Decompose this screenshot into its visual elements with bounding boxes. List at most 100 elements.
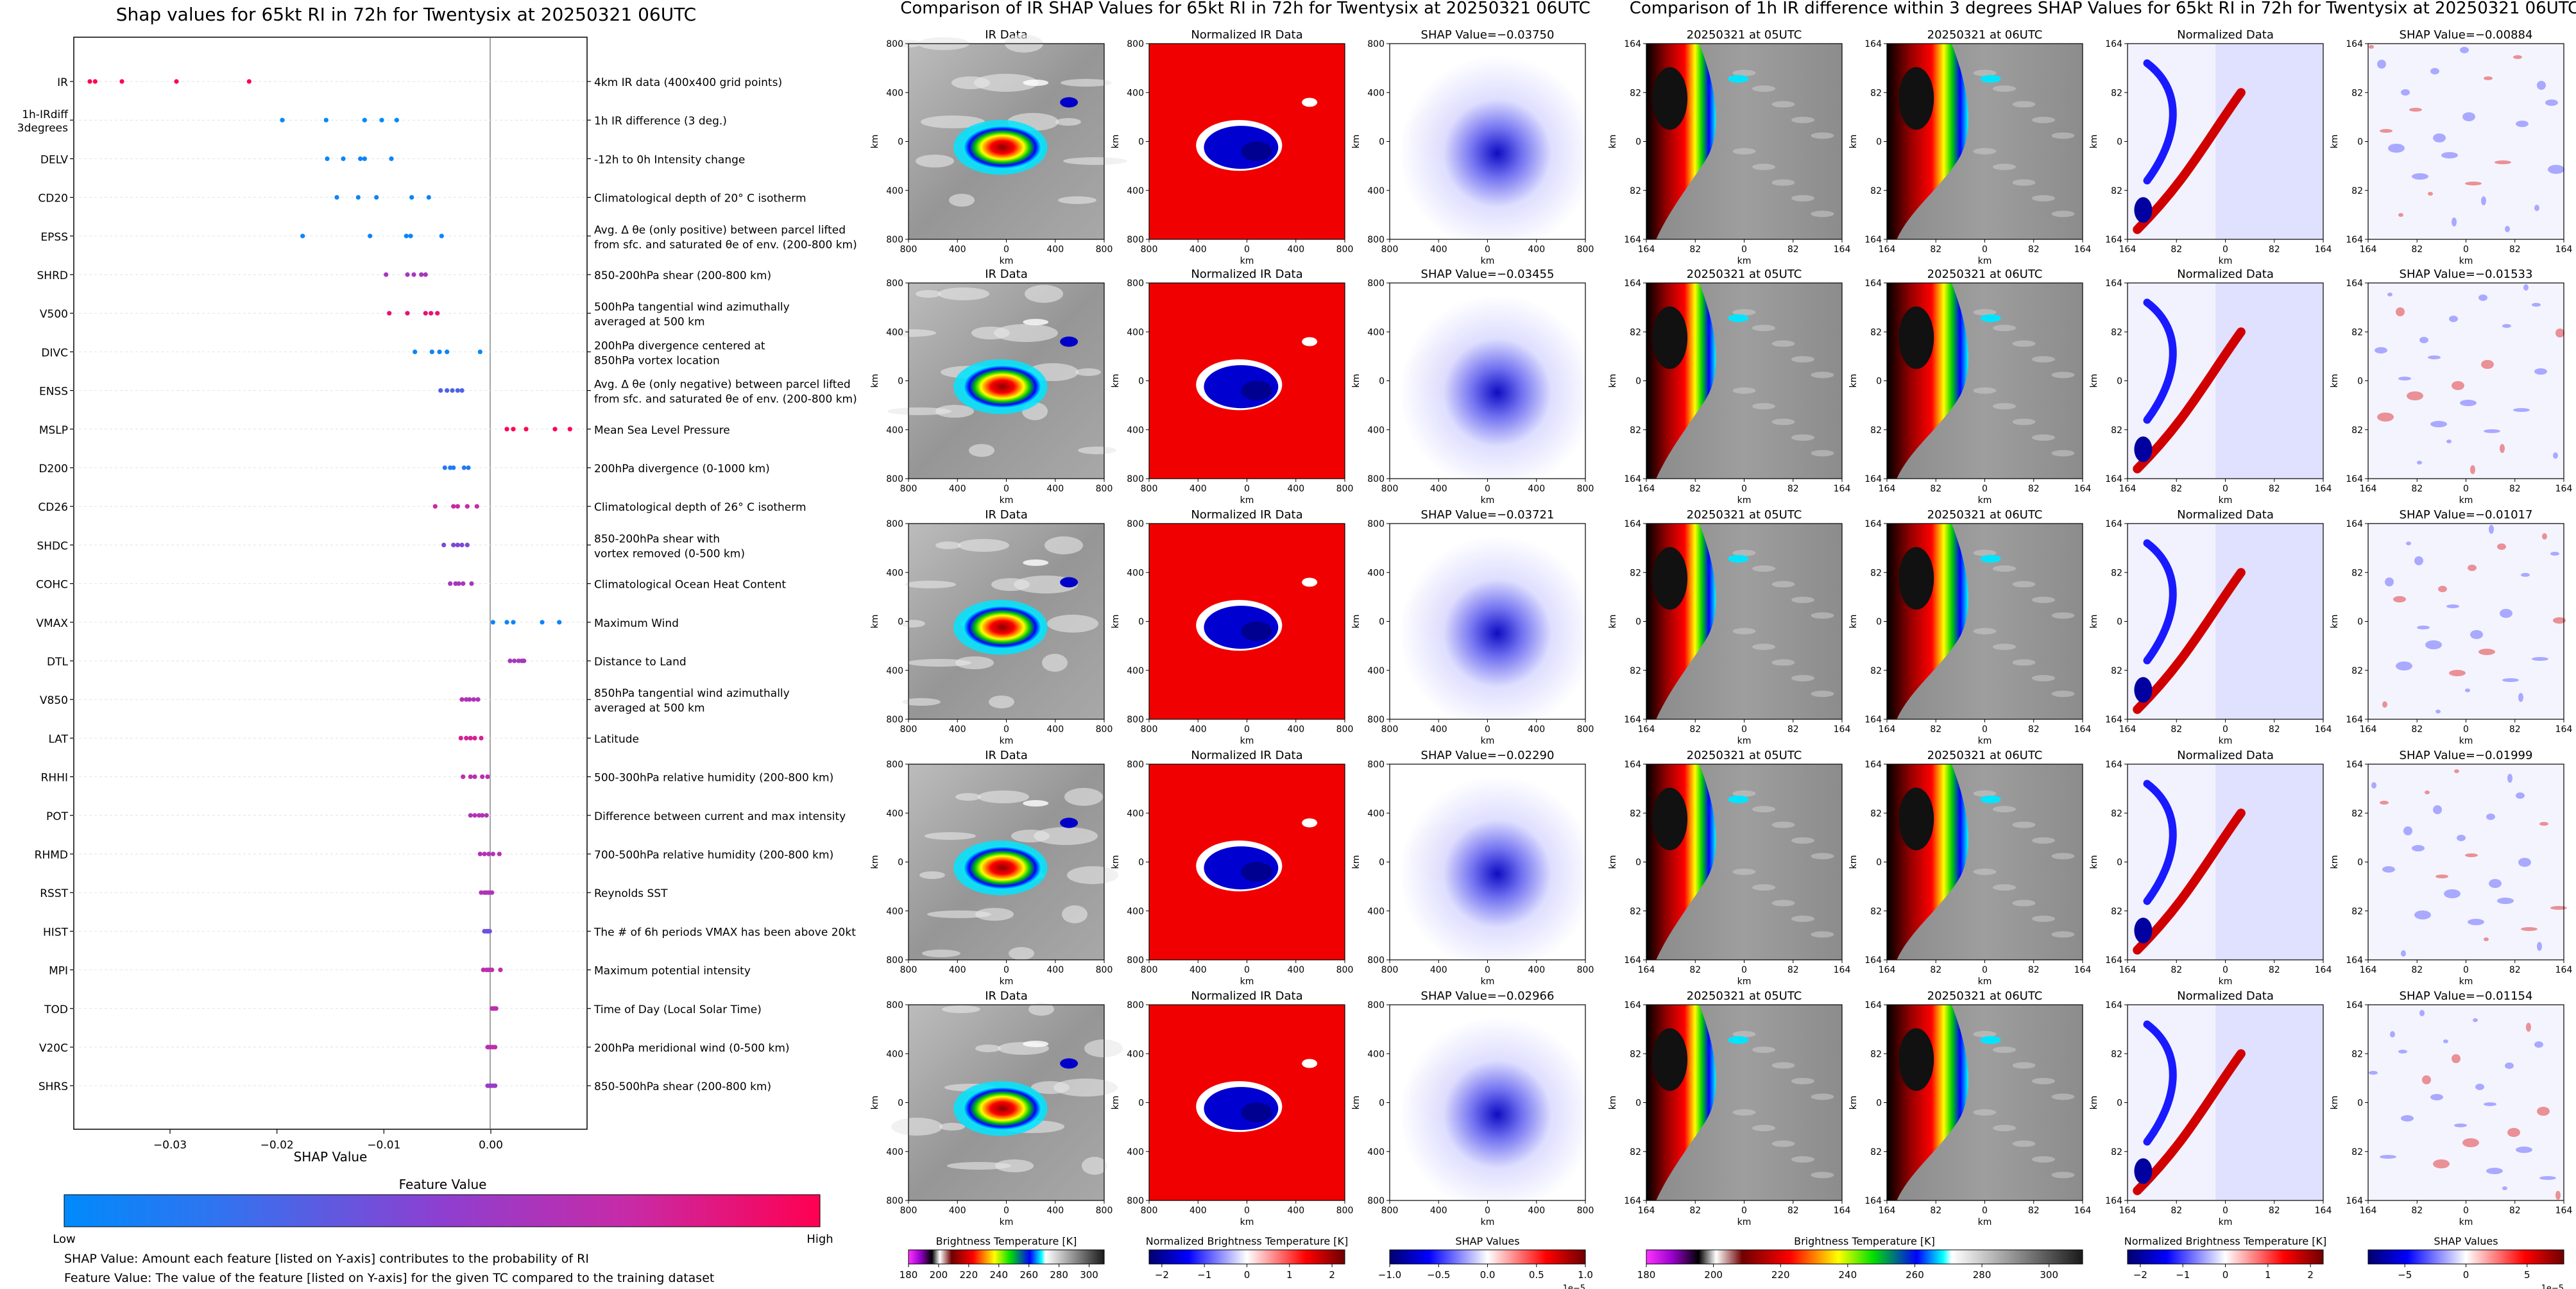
shap-point xyxy=(451,465,456,470)
x-tick-label: 800 xyxy=(1141,965,1158,975)
colorbar-tick-label: −0.5 xyxy=(1427,1269,1450,1281)
feature-code-label: 1h-IRdiff 3degrees xyxy=(17,108,69,135)
y-tick-label: 164 xyxy=(1864,760,1882,770)
feature-description-label: Time of Day (Local Solar Time) xyxy=(593,1003,762,1016)
y-tick-label: 82 xyxy=(2111,327,2122,337)
y-tick-label: 0 xyxy=(2357,1098,2363,1109)
y-axis-label: km xyxy=(1848,615,1859,629)
y-tick-label: 82 xyxy=(1630,425,1641,436)
feature-code-label: RHMD xyxy=(35,849,68,862)
x-tick-label: 82 xyxy=(2269,965,2280,975)
x-axis-label: km xyxy=(1000,495,1014,506)
panel-title: 20250321 at 05UTC xyxy=(1687,28,1802,42)
panel-frame xyxy=(908,1004,1105,1201)
y-tick-label: 164 xyxy=(2105,278,2122,289)
shap-point xyxy=(524,427,529,432)
feature-row: CD20 Climatological depth of 20° C isothe… xyxy=(38,192,806,205)
x-tick-label: 164 xyxy=(1834,724,1851,735)
feature-description-label: 500hPa tangential wind azimuthally averag… xyxy=(594,301,790,329)
y-tick-label: 82 xyxy=(2111,808,2122,819)
shap-point xyxy=(567,427,572,432)
x-axis-label: km xyxy=(2459,977,2473,987)
feature-description-label: 200hPa divergence centered at 850hPa vort… xyxy=(594,339,765,367)
colorbar-label: SHAP Values xyxy=(2434,1235,2498,1247)
shap-point xyxy=(280,117,285,123)
x-axis-label: km xyxy=(1978,1217,1992,1227)
feature-description-label: 4km IR data (400x400 grid points) xyxy=(594,76,782,89)
x-tick-label: 400 xyxy=(1430,484,1447,494)
feature-rows: IR 4km IR data (400x400 grid points) 1h-IR… xyxy=(17,76,857,1093)
shap-point xyxy=(516,658,521,663)
x-tick-label: 0 xyxy=(1244,484,1250,494)
feature-description-label: 850hPa tangential wind azimuthally averag… xyxy=(594,687,790,715)
x-tick-label: 82 xyxy=(1930,724,1941,735)
x-tick-label: 0 xyxy=(2222,484,2228,494)
panel-frame xyxy=(2367,523,2564,720)
y-tick-label: 82 xyxy=(2111,1147,2122,1157)
panel-frame xyxy=(1646,282,1843,479)
x-tick-label: 0 xyxy=(1982,1206,1988,1216)
shap-point xyxy=(461,774,466,780)
colorbar-label: Normalized Brightness Temperature [K] xyxy=(1146,1235,1349,1247)
x-tick-label: 0 xyxy=(1244,1206,1250,1216)
x-tick-label: 82 xyxy=(1787,484,1799,494)
feature-code-label: D200 xyxy=(38,463,68,475)
x-tick-label: 800 xyxy=(1141,1206,1158,1216)
y-tick-label: 0 xyxy=(2117,617,2122,627)
panel-title: 20250321 at 06UTC xyxy=(1927,508,2043,522)
x-tick-label: 0 xyxy=(2463,244,2469,255)
feature-description-label: Reynolds SST xyxy=(594,887,668,900)
colorbar-tick-label: 0 xyxy=(2463,1269,2469,1281)
feature-description-label: Mean Sea Level Pressure xyxy=(594,424,730,437)
x-tick-label: 400 xyxy=(949,484,966,494)
panel-title: 20250321 at 05UTC xyxy=(1687,508,1802,522)
y-axis-label: km xyxy=(1111,855,1121,869)
feature-code-label: DTL xyxy=(47,656,68,669)
panel-frame xyxy=(1389,523,1586,720)
x-tick-label: 82 xyxy=(2171,244,2182,255)
y-tick-label: 800 xyxy=(886,1000,903,1011)
y-tick-label: 0 xyxy=(2357,377,2363,387)
panel-title: SHAP Value=−0.01533 xyxy=(2400,268,2533,281)
y-tick-label: 164 xyxy=(2105,235,2122,245)
y-tick-label: 400 xyxy=(886,186,903,196)
y-tick-label: 82 xyxy=(1870,568,1882,578)
x-tick-label: 164 xyxy=(2119,965,2137,975)
shap-point xyxy=(497,851,502,857)
x-tick-label: 164 xyxy=(2360,484,2377,494)
x-tick-label: 164 xyxy=(2555,244,2573,255)
feature-code-label: V850 xyxy=(40,694,68,707)
shap-point xyxy=(472,735,477,740)
shap-point xyxy=(379,117,384,123)
y-tick-label: 400 xyxy=(1127,425,1144,436)
x-tick-label: 164 xyxy=(1879,484,1896,494)
colorbar-tick-label: 260 xyxy=(1019,1269,1038,1281)
colorbar-tick-label: 200 xyxy=(930,1269,948,1281)
panel-title: SHAP Value=−0.03721 xyxy=(1421,508,1555,522)
x-tick-label: 82 xyxy=(1787,965,1799,975)
x-tick-label: 82 xyxy=(2509,484,2521,494)
shap-point xyxy=(486,968,491,973)
shap-point xyxy=(475,697,481,702)
x-tick-label: 0 xyxy=(1741,724,1747,735)
colorbar xyxy=(2367,1249,2564,1265)
x-axis-label: km xyxy=(2459,736,2473,746)
feature-description-label: Maximum potential intensity xyxy=(594,965,751,978)
x-axis-label: km xyxy=(1978,256,1992,266)
x-tick-label: 800 xyxy=(1577,965,1594,975)
x-tick-label: 400 xyxy=(1528,965,1545,975)
x-tick-label: 0 xyxy=(1741,484,1747,494)
y-tick-label: 0 xyxy=(2357,617,2363,627)
x-axis-label: km xyxy=(1737,495,1752,506)
x-tick-label: 400 xyxy=(1190,484,1207,494)
shap-point xyxy=(471,697,476,702)
shap-point xyxy=(453,581,458,586)
x-tick-label: 164 xyxy=(1879,1206,1896,1216)
colorbar-tick-label: −1 xyxy=(2176,1269,2190,1281)
colorbar-tick-label: 0.5 xyxy=(1529,1269,1544,1281)
x-tick-label: 400 xyxy=(1287,244,1304,255)
x-tick-label: 164 xyxy=(1638,1206,1655,1216)
